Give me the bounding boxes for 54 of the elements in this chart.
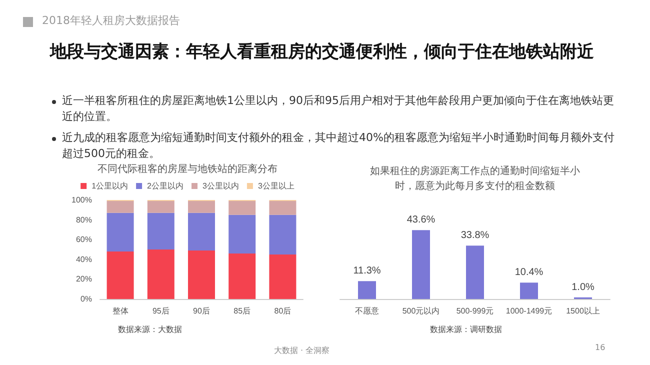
bar bbox=[269, 254, 296, 299]
data-label: 43.6% bbox=[406, 214, 436, 226]
text: 近一半租客所租住的房屋距离地铁1公里以内，90后和95后用户相对于其他年龄段用户更加倾向于住在离地铁站更近的位置。 bbox=[62, 93, 615, 125]
y-tick-label: 100% bbox=[72, 196, 92, 204]
legend-label: 3公里以内 bbox=[202, 182, 239, 190]
bar bbox=[520, 282, 538, 299]
text: 近九成的租客愿意为缩短通勤时间支付额外的租金，其中超过40%的租客愿意为缩短半小时通勤时间每月额外支付超过500元的租金。 bbox=[62, 130, 616, 162]
text: 大数据 · 全洞察 bbox=[274, 345, 330, 356]
source-note: 数据来源：调研数据 bbox=[430, 324, 502, 335]
bar bbox=[147, 200, 174, 213]
chart-title: 如果租住的房源距离工作点的通勤时间缩短半小时，愿意为此每月多支付的租金数额 bbox=[370, 165, 580, 192]
bar bbox=[106, 212, 134, 252]
y-tick-label: 40% bbox=[76, 254, 92, 264]
data-label: 10.4% bbox=[514, 267, 544, 278]
bar bbox=[269, 200, 296, 215]
x-tick-label: 不愿意 bbox=[355, 306, 379, 316]
chart-title: 不同代际租客的房屋与地铁站的距离分布 bbox=[98, 163, 278, 175]
legend-label: 3公里以上 bbox=[258, 182, 294, 190]
bar bbox=[106, 251, 134, 299]
bar bbox=[466, 246, 484, 299]
x-tick-label: 95后 bbox=[152, 306, 170, 316]
text: 地段与交通因素：年轻人看重租房的交通便利性，倾向于住在地铁站附近 bbox=[50, 41, 594, 63]
x-tick-label: 500元以内 bbox=[402, 306, 440, 316]
bar bbox=[188, 212, 215, 250]
bar bbox=[269, 214, 296, 254]
data-label: 11.3% bbox=[353, 266, 381, 277]
x-tick-label: 500-999元 bbox=[456, 306, 494, 316]
bar bbox=[147, 212, 174, 250]
y-tick-label: 0% bbox=[80, 294, 92, 304]
bar bbox=[228, 253, 256, 299]
y-tick-label: 80% bbox=[76, 215, 92, 224]
bar bbox=[106, 200, 134, 213]
x-tick-label: 1000-1499元 bbox=[506, 306, 552, 316]
x-tick-label: 1500以上 bbox=[566, 306, 600, 316]
bar bbox=[147, 250, 174, 299]
legend-label: 2公里以内 bbox=[147, 182, 184, 190]
y-tick-label: 60% bbox=[76, 235, 92, 244]
source-note: 数据来源：大数据 bbox=[118, 324, 182, 335]
bar bbox=[358, 281, 376, 299]
bar bbox=[412, 230, 430, 299]
bar bbox=[228, 214, 256, 254]
data-label: 33.8% bbox=[460, 230, 490, 242]
bar bbox=[188, 200, 215, 213]
bar bbox=[228, 200, 256, 215]
bar bbox=[188, 250, 215, 299]
y-tick-label: 20% bbox=[76, 274, 92, 284]
text: 2018年轻人租房大数据报告 bbox=[42, 13, 180, 28]
x-tick-label: 85后 bbox=[234, 306, 251, 316]
text: 16 bbox=[595, 343, 606, 352]
x-tick-label: 80后 bbox=[274, 306, 292, 316]
data-label: 1.0% bbox=[572, 282, 595, 293]
x-tick-label: 整体 bbox=[112, 306, 128, 316]
x-tick-label: 90后 bbox=[193, 306, 210, 316]
legend-label: 1公里以内 bbox=[92, 182, 128, 190]
